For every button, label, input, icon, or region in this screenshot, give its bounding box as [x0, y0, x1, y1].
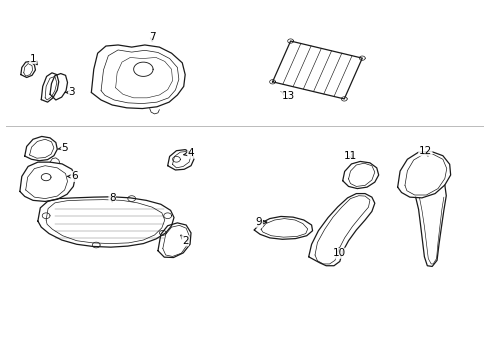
Text: 3: 3	[65, 87, 75, 98]
Text: 6: 6	[67, 171, 78, 181]
Text: 12: 12	[418, 146, 431, 156]
Text: 2: 2	[181, 235, 188, 246]
Text: 10: 10	[332, 248, 345, 258]
Text: 9: 9	[255, 217, 266, 227]
Text: 5: 5	[58, 143, 68, 153]
Text: 7: 7	[148, 32, 155, 42]
Text: 8: 8	[109, 193, 115, 203]
Text: 11: 11	[343, 151, 356, 161]
Text: 1: 1	[30, 54, 37, 65]
Text: 13: 13	[281, 91, 294, 101]
Text: 4: 4	[183, 148, 194, 158]
